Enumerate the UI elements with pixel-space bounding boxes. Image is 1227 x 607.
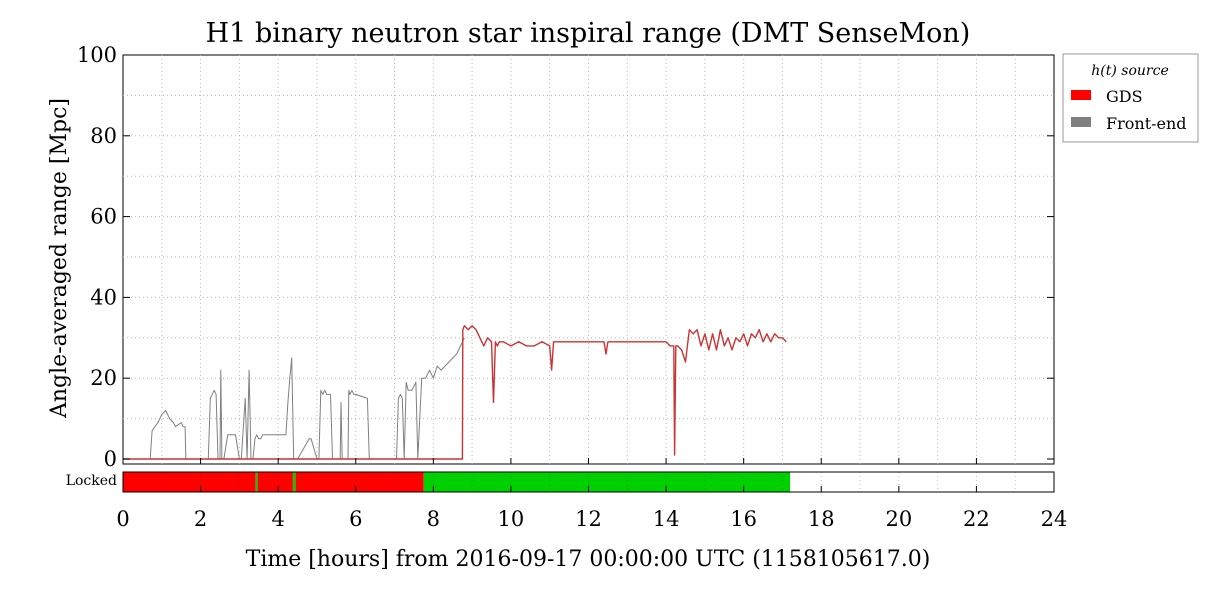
- y-tick-label: 20: [90, 366, 117, 390]
- x-tick-label: 24: [1041, 507, 1068, 531]
- state-segment: [423, 472, 791, 492]
- x-ticks: 0 2 4 6 8 10 12 14 16 18 20 22 24: [116, 458, 1067, 531]
- y-tick-label: 100: [77, 43, 117, 67]
- state-segment: [292, 472, 296, 492]
- chart-title: H1 binary neutron star inspiral range (D…: [206, 18, 971, 49]
- x-tick-label: 10: [498, 507, 525, 531]
- legend-title: h(t) source: [1091, 63, 1168, 79]
- series-layer: [123, 325, 787, 460]
- series-line-gds: [123, 325, 787, 460]
- y-tick-label: 0: [104, 447, 117, 471]
- x-tick-label: 4: [271, 507, 284, 531]
- legend-label-gds: GDS: [1106, 87, 1143, 106]
- state-bar: Locked: [66, 471, 1055, 493]
- state-segment: [257, 472, 293, 492]
- state-segment: [295, 472, 424, 492]
- state-segment: [255, 472, 258, 492]
- state-segment: [790, 472, 1054, 492]
- x-tick-label: 20: [885, 507, 912, 531]
- plot-area: 0 20 40 60 80 100: [77, 43, 1055, 471]
- series-line-front-end: [123, 337, 465, 460]
- state-bar-label: Locked: [66, 473, 117, 489]
- x-tick-label: 22: [963, 507, 990, 531]
- x-tick-label: 8: [427, 507, 440, 531]
- legend: h(t) source GDS Front-end: [1062, 53, 1199, 143]
- y-tick-label: 80: [90, 124, 117, 148]
- x-tick-label: 16: [730, 507, 757, 531]
- x-tick-label: 12: [575, 507, 602, 531]
- legend-label-front-end: Front-end: [1106, 114, 1187, 133]
- x-axis-label: Time [hours] from 2016-09-17 00:00:00 UT…: [246, 547, 931, 572]
- state-segment: [123, 472, 256, 492]
- y-tick-label: 60: [90, 205, 117, 229]
- gridlines: [123, 55, 1054, 464]
- x-tick-label: 2: [194, 507, 207, 531]
- state-segments: [123, 472, 1054, 492]
- x-tick-label: 6: [349, 507, 362, 531]
- legend-swatch-front-end: [1071, 117, 1091, 127]
- x-tick-label: 14: [653, 507, 680, 531]
- y-axis-label: Angle-averaged range [Mpc]: [47, 98, 72, 419]
- legend-swatch-gds: [1071, 90, 1091, 100]
- x-tick-label: 18: [808, 507, 835, 531]
- y-ticks: 0 20 40 60 80 100: [77, 43, 1054, 471]
- y-tick-label: 40: [90, 285, 117, 309]
- x-tick-label: 0: [116, 507, 129, 531]
